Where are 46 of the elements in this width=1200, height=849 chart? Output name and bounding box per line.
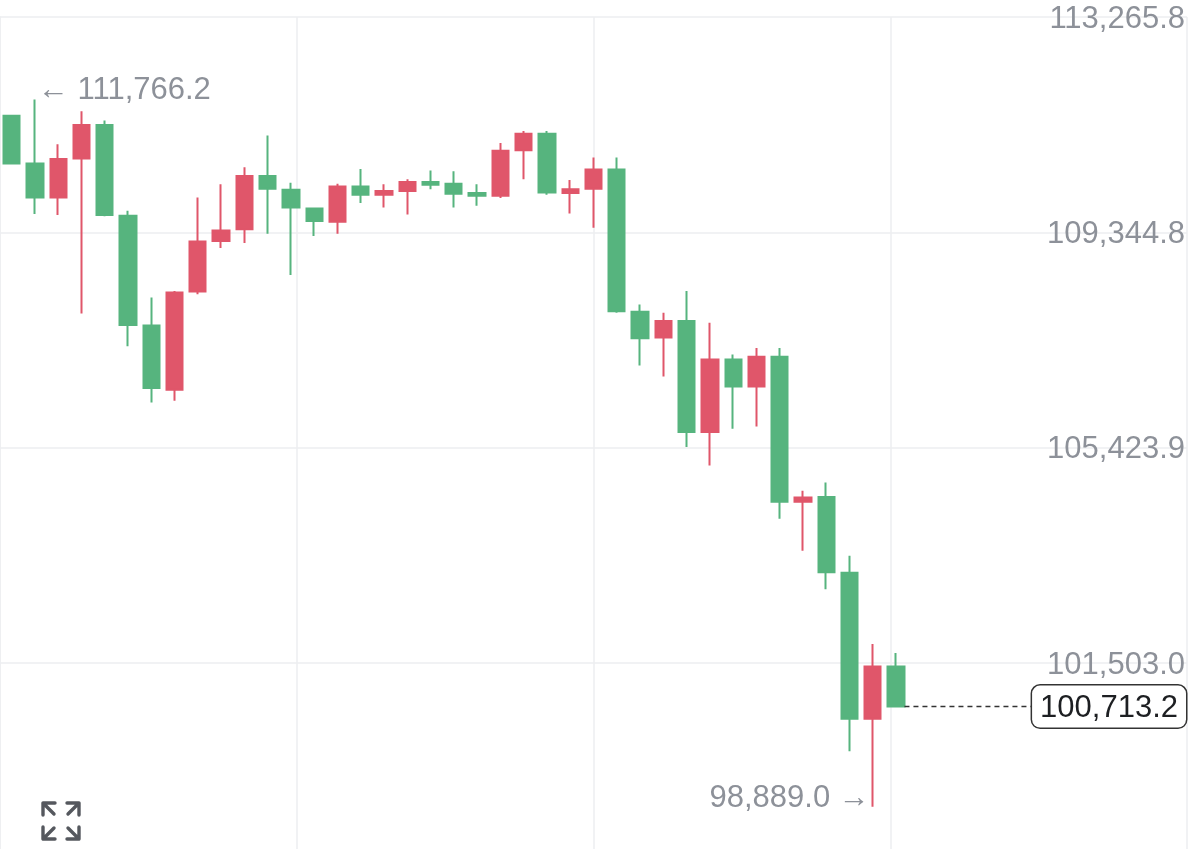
candlestick <box>2 114 21 165</box>
candlestick <box>817 481 836 591</box>
candlestick <box>514 130 533 181</box>
candlestick <box>25 98 45 215</box>
candlestick <box>374 183 394 209</box>
candlestick <box>258 134 277 235</box>
y-tick-label: 109,344.8 <box>1047 214 1185 250</box>
y-tick-label: 105,423.9 <box>1047 430 1185 466</box>
candlestick <box>49 143 68 217</box>
candlestick <box>72 110 91 315</box>
candlestick <box>724 353 743 430</box>
candlestick <box>491 142 510 200</box>
candlestick <box>444 170 463 209</box>
candlestick <box>305 207 324 237</box>
candlestick <box>863 643 882 808</box>
candlestick <box>235 166 254 245</box>
candlestick <box>630 303 650 367</box>
candlestick <box>142 296 161 404</box>
candlestick <box>654 311 673 378</box>
candlestick <box>886 651 906 708</box>
candlestick <box>398 178 417 216</box>
candlestick <box>328 182 347 235</box>
candlestick <box>747 347 766 428</box>
candlestick <box>165 289 184 402</box>
candlestick <box>421 169 440 191</box>
y-tick-label: 113,265.8 <box>1049 0 1185 35</box>
candlestick <box>95 119 114 218</box>
candlestick <box>537 130 557 196</box>
candlestick <box>281 181 301 276</box>
candlestick <box>467 183 487 207</box>
candlestick <box>793 489 813 552</box>
candlestick <box>700 321 720 467</box>
candlestick <box>840 554 859 753</box>
candlestick <box>351 167 370 204</box>
candlestick <box>118 209 138 348</box>
candlestick <box>211 183 231 250</box>
ref-line-label: 100,713.2 <box>1040 689 1178 725</box>
candlestick <box>561 178 580 215</box>
candlestick <box>677 289 696 448</box>
y-tick-label: 101,503.0 <box>1047 645 1185 681</box>
annotation: 98,889.0 → <box>709 778 870 814</box>
annotation: ← 111,766.2 <box>37 71 211 107</box>
candlestick <box>770 347 789 520</box>
candlestick <box>188 196 207 296</box>
candlestick <box>607 156 626 314</box>
candlestick <box>584 156 603 229</box>
